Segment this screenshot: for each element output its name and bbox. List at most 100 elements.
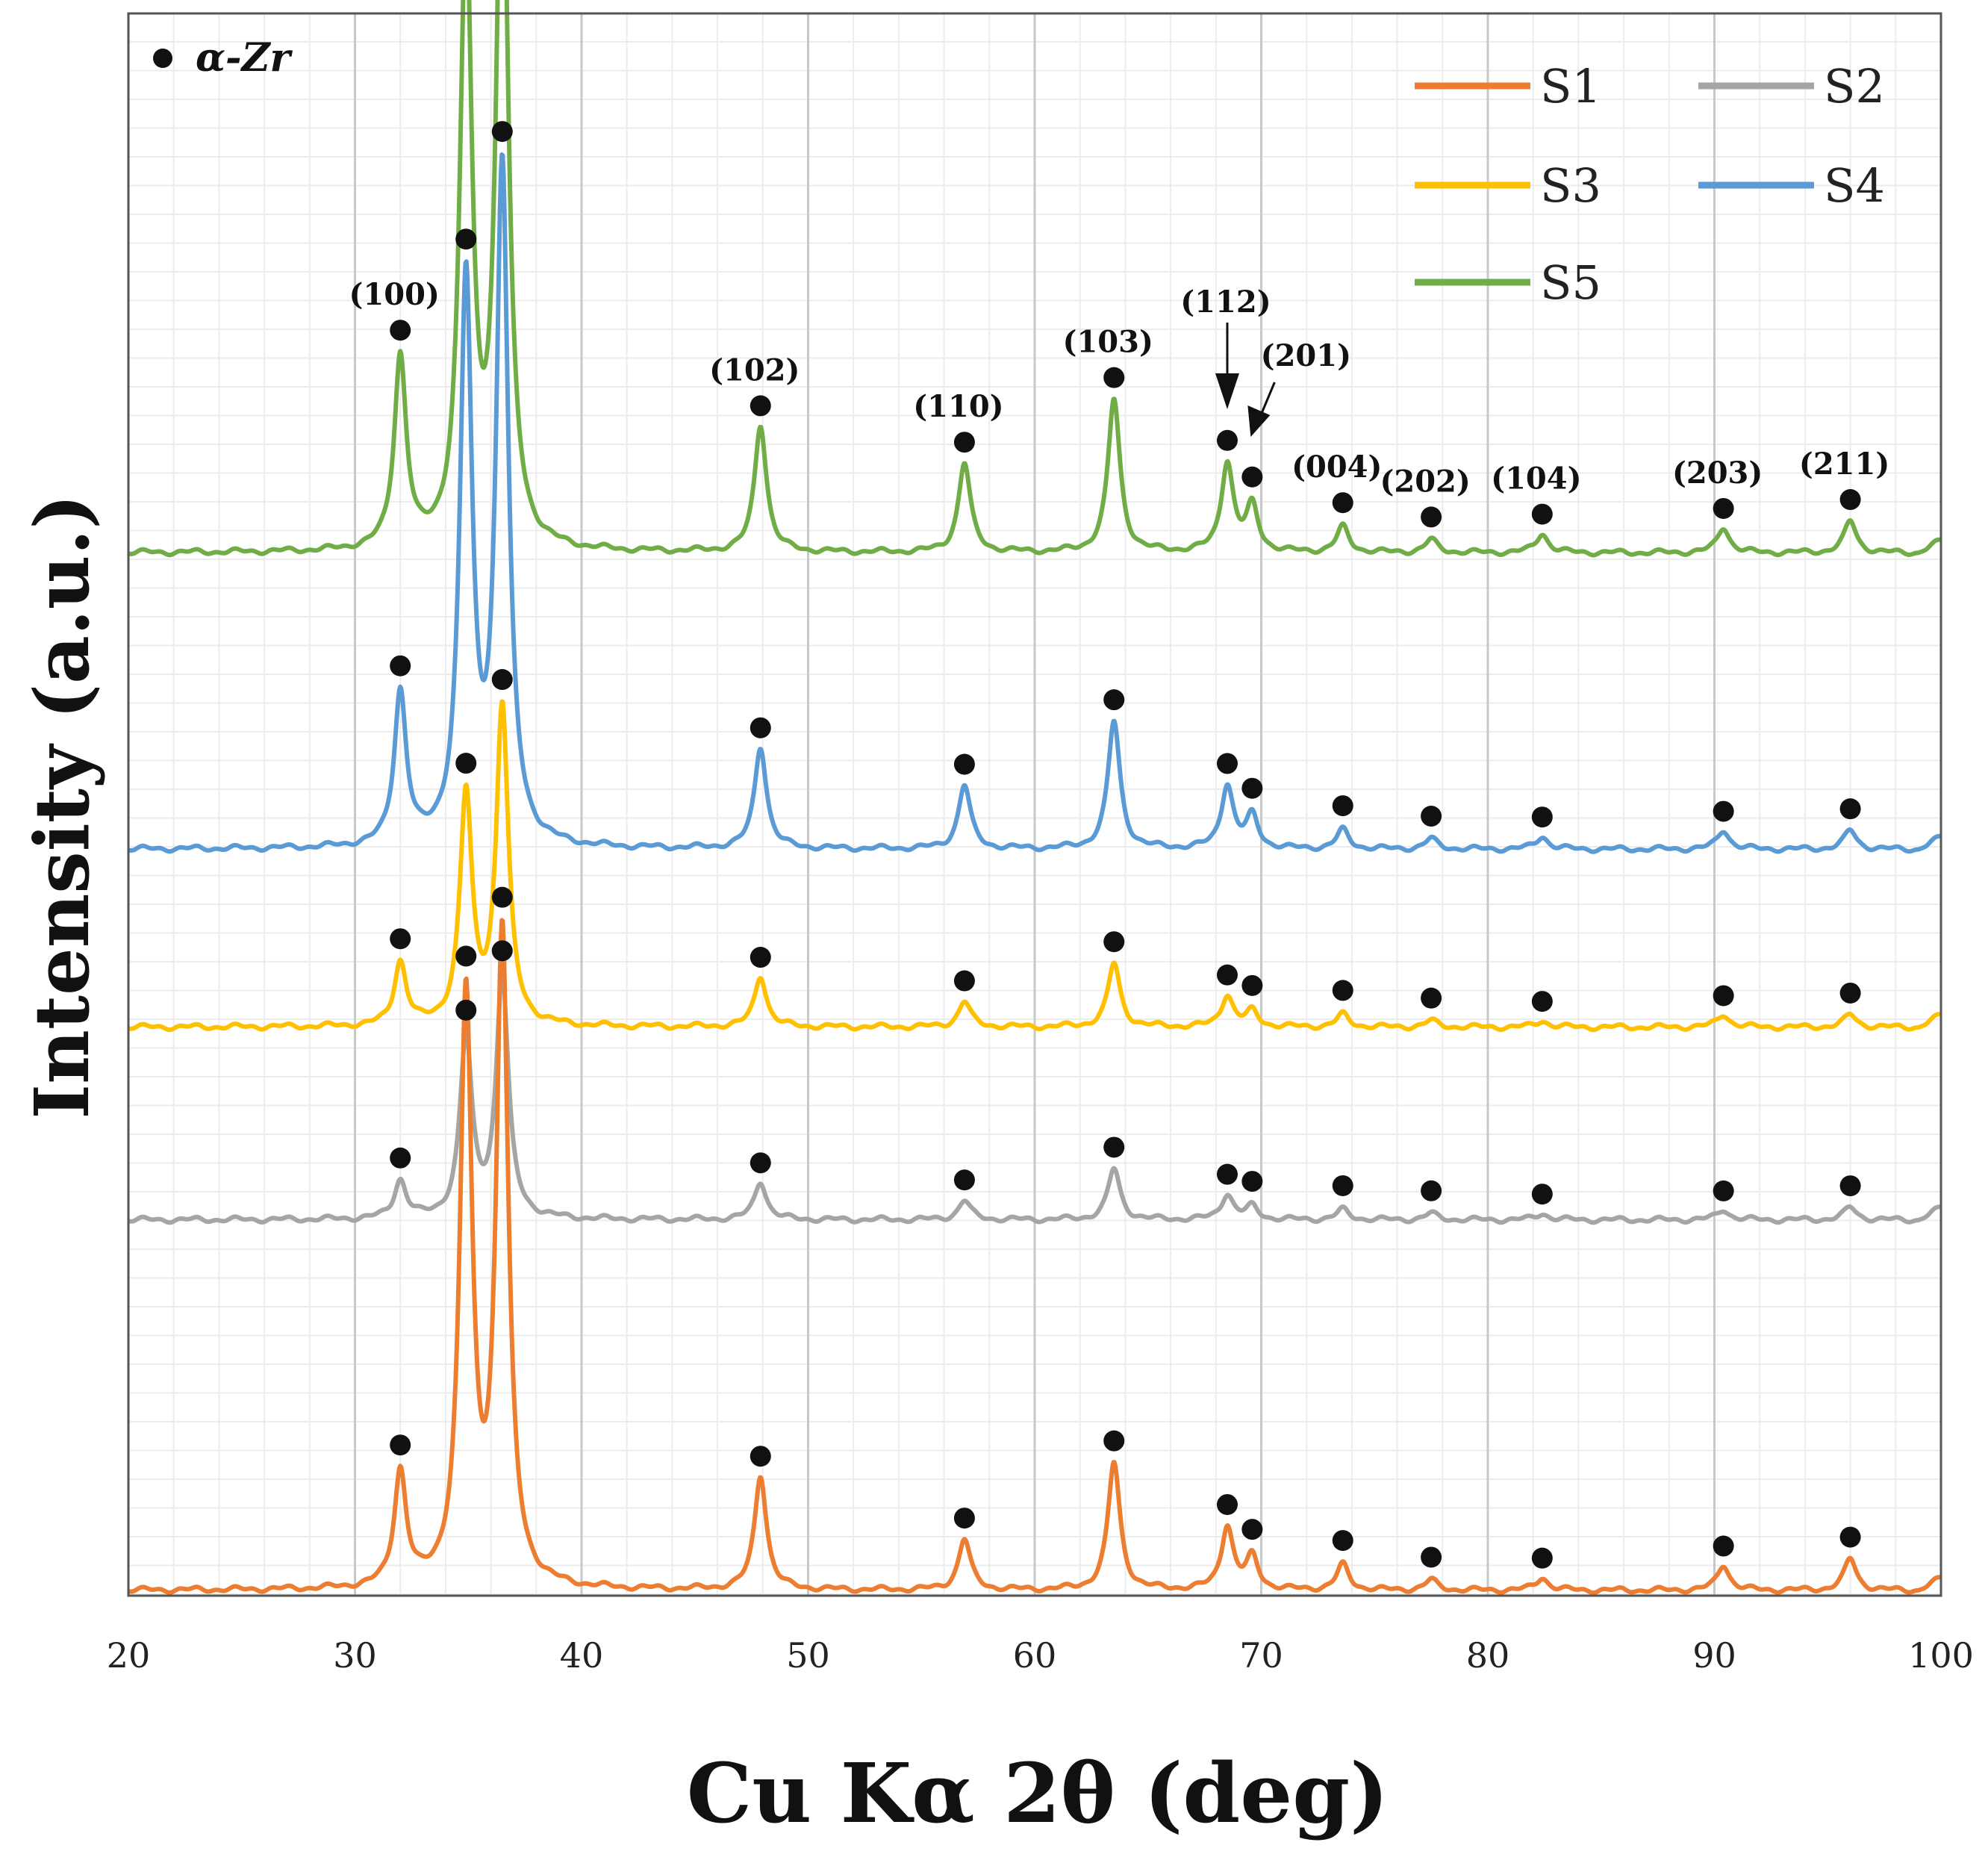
series-line-s4 (127, 152, 1942, 854)
phase-marker-dot (1103, 1430, 1125, 1452)
phase-marker-dot (1103, 367, 1125, 388)
phase-marker-dot (1241, 466, 1263, 488)
x-tick-label: 80 (1466, 1635, 1510, 1676)
phase-label: α-Zr (196, 35, 293, 81)
phase-marker-dot (455, 999, 477, 1021)
legend-label-s3: S3 (1540, 158, 1601, 213)
phase-marker-dot (1332, 492, 1353, 514)
phase-marker-dot (1839, 798, 1861, 820)
phase-marker-dot (1531, 806, 1553, 828)
x-axis-title: Cu Kα 2θ (deg) (687, 1745, 1389, 1841)
legend-label-s4: S4 (1824, 158, 1885, 213)
annotation-arrow-layer: (112) (201) (1180, 284, 1351, 437)
phase-marker-dot (1421, 506, 1442, 528)
annotation-arrow-shaft (1259, 382, 1276, 415)
plot-frame (127, 12, 1942, 1597)
phase-marker-dot (1332, 980, 1353, 1001)
phase-marker-dot (1332, 795, 1353, 817)
phase-marker-dot (491, 121, 513, 143)
phase-marker-dot (455, 228, 477, 250)
phase-marker-dot (1241, 974, 1263, 996)
phase-marker-dot (455, 753, 477, 774)
major-grid (354, 13, 1716, 1596)
series-line-s5 (127, 0, 1942, 558)
phase-marker-dot (1713, 497, 1734, 519)
phase-marker-dot (1839, 489, 1861, 511)
hkl-label: (100) (349, 277, 440, 312)
phase-marker-dot (1713, 1180, 1734, 1201)
hkl-label: (104) (1491, 461, 1581, 497)
hkl-label: (004) (1291, 450, 1382, 485)
phase-marker-dot (1531, 503, 1553, 525)
phase-marker-dot (390, 1147, 411, 1169)
phase-marker-dot (1839, 982, 1861, 1004)
phase-marker-dot (455, 945, 477, 967)
phase-marker-dot (953, 1169, 975, 1191)
phase-marker-dot (750, 395, 771, 417)
x-tick-label: 50 (786, 1635, 830, 1676)
phase-marker-dot (1103, 689, 1125, 711)
phase-marker-dot (1713, 800, 1734, 822)
series-layer (127, 0, 1942, 1596)
x-tick-label: 70 (1239, 1635, 1283, 1676)
phase-marker-dot (390, 928, 411, 950)
phase-marker-dot (1421, 1546, 1442, 1568)
hkl-label: (202) (1380, 464, 1470, 499)
legend-label-s5: S5 (1540, 255, 1601, 310)
legend: S1 S2 S3 S4 S5 (1415, 59, 1885, 310)
hkl-label: (102) (709, 352, 800, 388)
phase-marker-dot (953, 970, 975, 992)
phase-marker-dot (1713, 985, 1734, 1007)
phase-marker-dot (1216, 964, 1238, 986)
phase-marker-dot (1332, 1175, 1353, 1196)
phase-marker-dot (750, 1446, 771, 1467)
phase-dot-icon (153, 49, 172, 68)
annotation-arrow-head (1215, 373, 1239, 409)
phase-marker-dot (1216, 1493, 1238, 1515)
phase-marker-dot (1241, 1171, 1263, 1192)
phase-marker-dot (1332, 1530, 1353, 1552)
legend-label-s2: S2 (1824, 59, 1885, 113)
phase-marker-dot (491, 669, 513, 691)
phase-marker-dot (750, 717, 771, 738)
phase-marker-dot (390, 320, 411, 341)
x-tick-label: 30 (333, 1635, 377, 1676)
phase-marker-dot (390, 655, 411, 677)
x-tick-label: 100 (1908, 1635, 1974, 1676)
phase-marker-dot (1531, 991, 1553, 1013)
hkl-label: (211) (1799, 447, 1889, 482)
phase-marker-dot (1839, 1175, 1861, 1197)
phase-marker-dot (953, 753, 975, 775)
phase-marker-dot (491, 886, 513, 908)
phase-marker-dot (1421, 806, 1442, 827)
x-tick-labels: 20 30 40 50 60 70 80 90 100 (107, 1635, 1974, 1676)
annotation-arrow-head (1247, 405, 1271, 437)
phase-marker-dot (1103, 1136, 1125, 1158)
phase-marker-dot (1421, 987, 1442, 1009)
hkl-label-layer: (100)(002)(101)(102)(110)(103)(004)(202)… (349, 277, 1890, 499)
series-line-s3 (127, 699, 1942, 1033)
phase-marker-dot (491, 940, 513, 962)
x-tick-label: 60 (1013, 1635, 1057, 1676)
hkl-label: (203) (1672, 455, 1763, 491)
hkl-label: (103) (1063, 325, 1153, 360)
hkl-label-arrow: (112) (1180, 284, 1271, 320)
hkl-label-arrow: (201) (1261, 338, 1351, 373)
x-tick-label: 20 (107, 1635, 151, 1676)
phase-marker-dot (1216, 753, 1238, 774)
y-axis-title: Intensity (a.u.) (18, 494, 106, 1119)
phase-marker-dot (1241, 1519, 1263, 1540)
series-line-s1 (127, 918, 1942, 1596)
phase-marker-dot (1531, 1184, 1553, 1205)
phase-marker-dot (390, 1434, 411, 1456)
hkl-label: (110) (913, 389, 1003, 424)
phase-marker-dot (953, 1508, 975, 1529)
series-line-s2 (127, 970, 1942, 1225)
phase-marker-dot (1103, 931, 1125, 953)
phase-marker-dot (1531, 1547, 1553, 1569)
phase-marker-dot (953, 432, 975, 453)
phase-marker-dot (750, 947, 771, 968)
phase-marker-dot (1839, 1526, 1861, 1548)
phase-marker-dot (1713, 1535, 1734, 1557)
